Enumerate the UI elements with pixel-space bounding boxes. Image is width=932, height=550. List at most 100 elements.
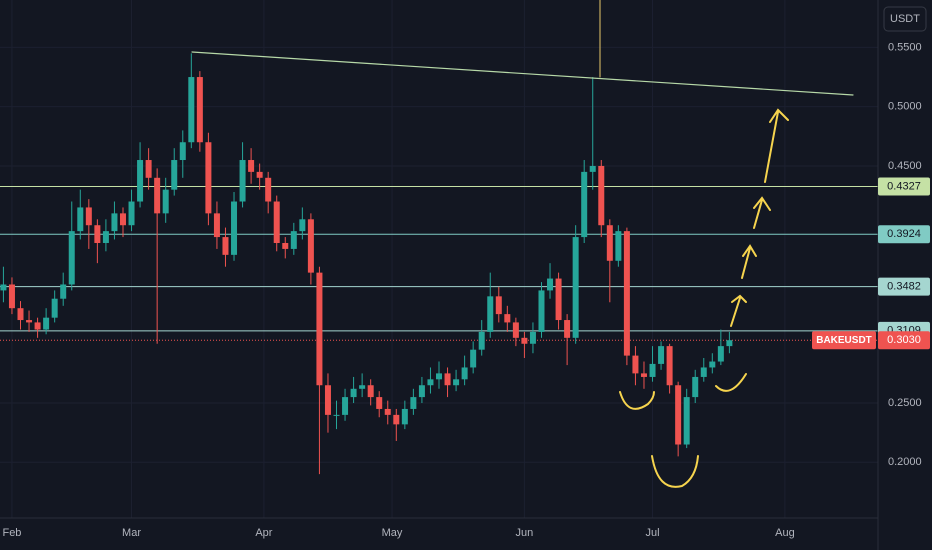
x-tick-label: Jul — [645, 527, 659, 539]
candle-body — [427, 379, 434, 386]
arrow-1 — [730, 294, 747, 327]
candle-body — [34, 322, 41, 330]
level-label: 0.3924 — [887, 228, 921, 240]
candle-body — [632, 355, 639, 374]
candle-body — [581, 171, 588, 238]
candle-body — [179, 142, 186, 161]
candle-body — [282, 242, 289, 249]
candle-body — [436, 373, 442, 380]
y-tick-label: 0.2000 — [888, 456, 922, 468]
candle-body — [231, 201, 238, 255]
candle-body — [162, 189, 169, 214]
y-tick-label: 0.2500 — [888, 397, 922, 409]
candle-body — [196, 77, 203, 143]
candle-body — [17, 308, 24, 321]
candle-body — [213, 213, 220, 238]
candle-body — [384, 408, 391, 415]
drawings — [191, 0, 854, 488]
levels — [0, 185, 878, 341]
candle-body — [470, 349, 477, 368]
candle-body — [359, 385, 366, 389]
x-tick-label: Aug — [775, 527, 795, 539]
candle-body — [324, 385, 331, 415]
trend-line — [191, 51, 854, 96]
x-tick-label: Jun — [516, 527, 534, 539]
symbol-box — [812, 331, 876, 350]
candle-body — [709, 361, 716, 368]
candle-body — [504, 314, 511, 323]
candle-body — [367, 385, 374, 398]
candle-body — [154, 177, 161, 214]
candle-body — [444, 373, 451, 386]
candle-body — [410, 397, 417, 409]
level-label-box — [878, 225, 930, 244]
candle-body — [60, 284, 67, 299]
candle-body — [487, 296, 494, 332]
candle-body — [273, 201, 280, 243]
candle-body — [137, 160, 144, 202]
candle-body — [316, 272, 323, 386]
candle-body — [726, 340, 733, 347]
candle-body — [649, 363, 656, 377]
candle-body — [692, 376, 699, 398]
candle-body — [521, 337, 528, 344]
candle-body — [666, 346, 673, 386]
candle-body — [555, 278, 562, 321]
candle-body — [188, 77, 195, 143]
currency-box — [883, 6, 927, 32]
y-tick-label: 0.5000 — [888, 101, 922, 113]
candle-body — [145, 160, 152, 178]
candle-body — [717, 346, 724, 362]
level-label: 0.3482 — [887, 281, 921, 293]
level-label-box — [878, 177, 930, 196]
candle-body — [222, 237, 229, 255]
candle-body — [589, 165, 596, 172]
candles — [0, 53, 733, 475]
arrow-3 — [753, 196, 771, 229]
y-tick-label: 0.4500 — [888, 160, 922, 172]
candle-body — [598, 165, 605, 226]
candle-body — [77, 207, 84, 232]
candle-body — [85, 207, 92, 226]
candle-body — [564, 320, 571, 338]
candle-body — [453, 379, 460, 386]
candle-body — [43, 317, 50, 330]
currency: USDT — [890, 13, 920, 25]
candle-body — [675, 385, 682, 445]
arrow-2 — [741, 244, 757, 279]
candle-body — [299, 219, 306, 232]
candle-body — [102, 231, 109, 243]
last-price-label: 0.3030 — [887, 334, 921, 346]
curve-head — [651, 455, 699, 488]
candle-body — [119, 213, 126, 226]
candle-body — [529, 331, 536, 344]
candle-body — [248, 160, 255, 172]
candle-body — [658, 346, 665, 364]
candle-body — [376, 397, 383, 409]
candle-body — [68, 231, 75, 285]
candle-body — [333, 414, 340, 416]
candle-body — [478, 331, 485, 350]
candle-body — [307, 219, 314, 273]
last-price-box — [878, 331, 930, 350]
candle-body — [640, 373, 647, 377]
candle-body — [171, 160, 178, 190]
y-tick-label: 0.5500 — [888, 41, 922, 53]
candle-body — [572, 237, 579, 338]
candle-body — [623, 231, 630, 356]
candle-body — [290, 231, 297, 249]
candle-body — [683, 397, 690, 445]
candle-body — [512, 322, 519, 338]
candle-body — [615, 231, 622, 261]
candle-body — [393, 414, 400, 425]
candle-body — [111, 213, 118, 232]
candle-body — [51, 298, 58, 318]
candle-body — [239, 160, 246, 202]
curve-left-shoulder — [619, 391, 655, 410]
candle-body — [418, 385, 425, 398]
axes: 0.5500 0.5000 0.4500 0.2500 0.2000 Feb Mar Apr M… — [2, 41, 930, 539]
candle-body — [401, 408, 408, 425]
x-tick-label: May — [382, 527, 403, 539]
